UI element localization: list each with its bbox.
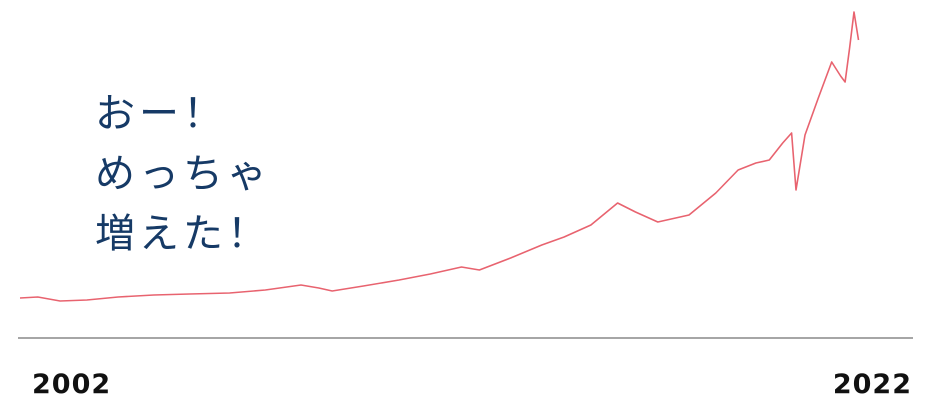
- x-tick-label: 2002: [32, 369, 111, 398]
- annotation: 増えた！: [95, 211, 271, 257]
- line: [19, 11, 860, 302]
- annotation: おー！: [95, 91, 227, 137]
- x-tick-label: 2022: [833, 369, 912, 398]
- annotation: めっちゃ: [95, 151, 271, 197]
